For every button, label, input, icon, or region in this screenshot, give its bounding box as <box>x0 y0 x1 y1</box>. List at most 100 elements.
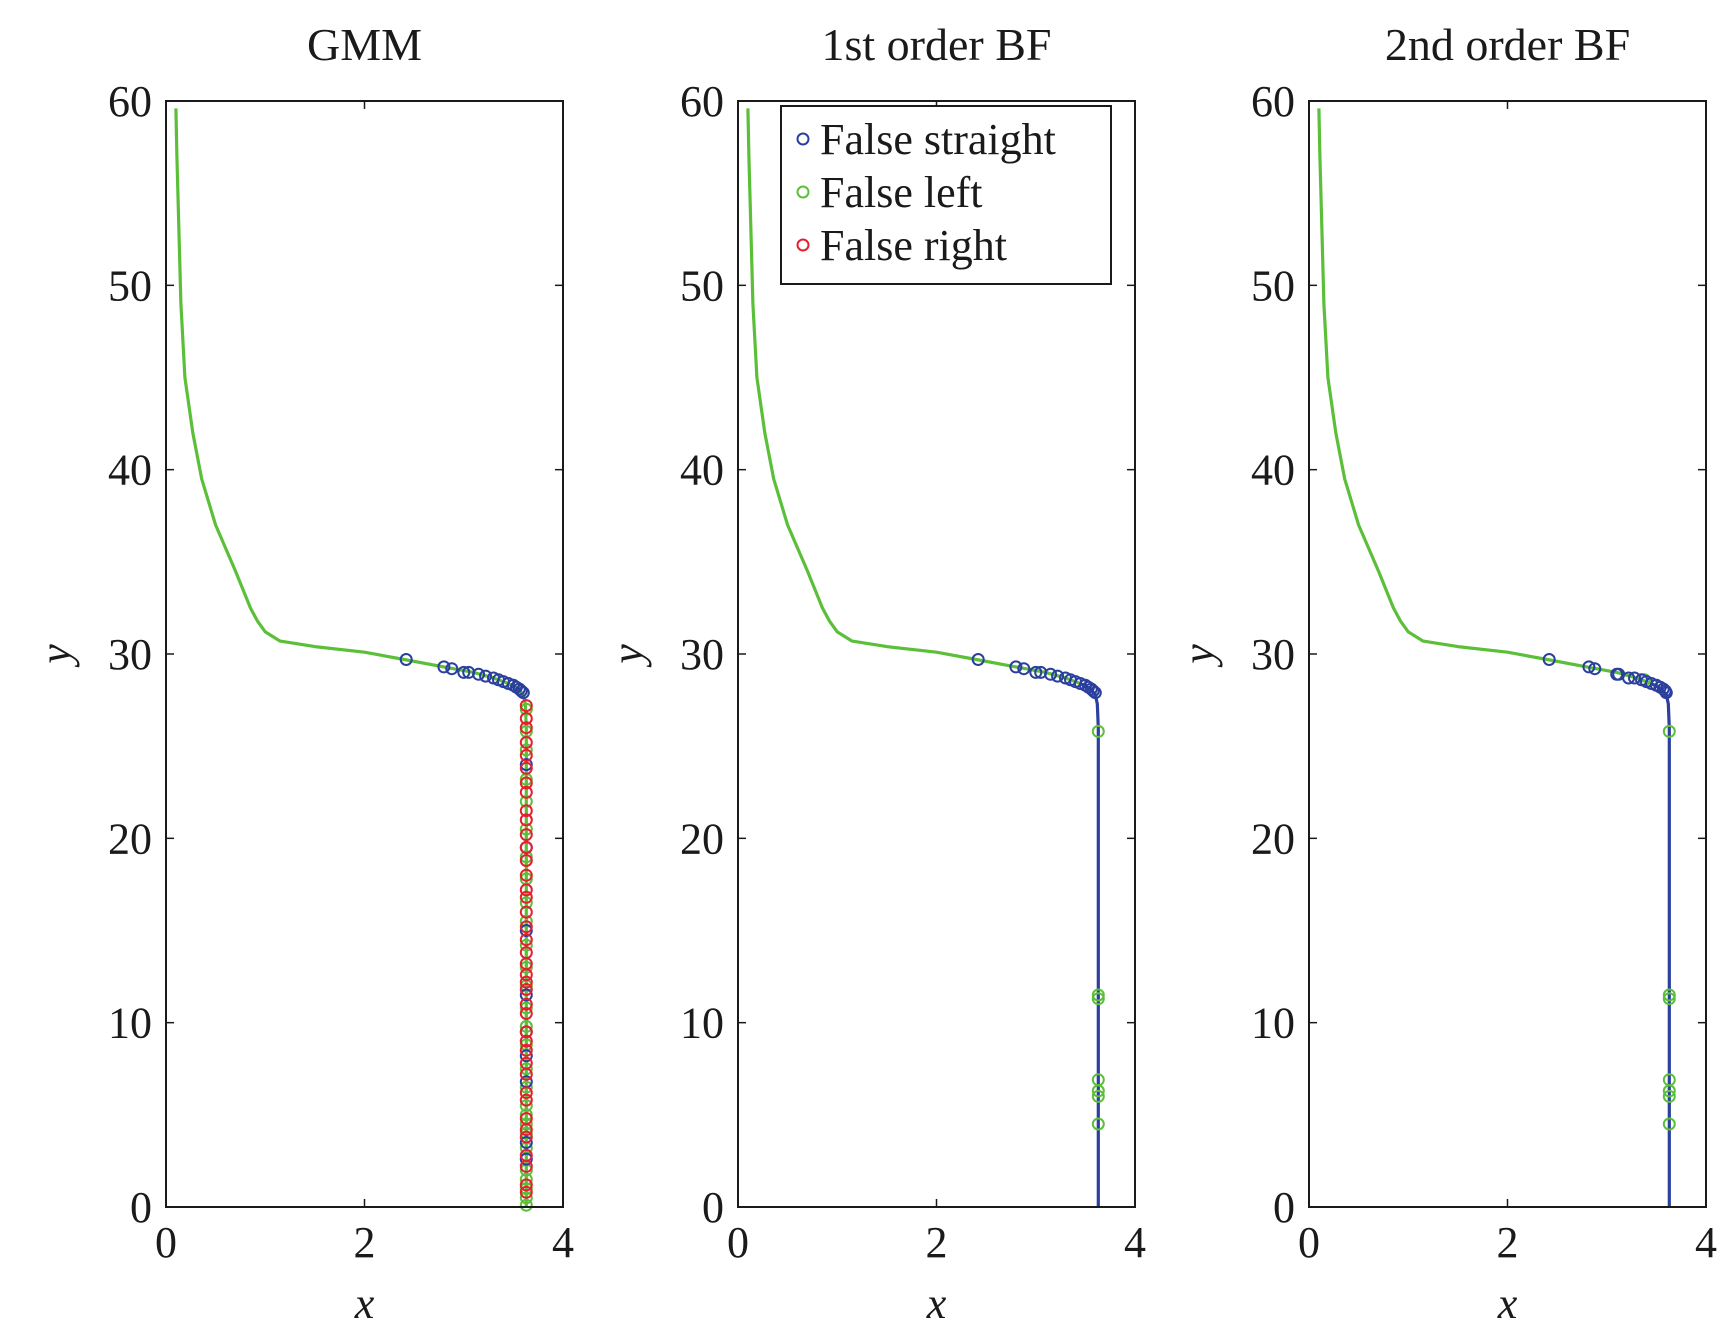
y-tick-label: 20 <box>1251 814 1295 863</box>
marker-false-right <box>519 841 533 854</box>
marker-false-left <box>519 850 533 864</box>
marker-false-left <box>519 1191 533 1205</box>
marker-false-right <box>519 975 533 989</box>
marker-false-straight <box>472 667 486 681</box>
marker-false-right <box>519 997 533 1011</box>
x-tick-label: 2 <box>354 1218 376 1267</box>
y-tick-label: 50 <box>680 261 724 310</box>
marker-false-right <box>519 828 533 842</box>
y-tick-label: 10 <box>108 999 152 1048</box>
markers <box>399 653 533 1212</box>
marker-false-straight <box>512 682 526 696</box>
marker-false-right <box>519 736 533 749</box>
marker-false-straight <box>1029 665 1043 679</box>
marker-false-right <box>519 721 533 735</box>
marker-false-straight <box>1009 660 1023 674</box>
y-tick-label: 10 <box>680 999 724 1048</box>
legend-label: False right <box>820 221 1007 270</box>
marker-false-left <box>519 1117 533 1131</box>
marker-false-right <box>519 813 533 827</box>
markers <box>1542 653 1676 1131</box>
y-tick-label: 50 <box>1251 261 1295 310</box>
marker-false-left <box>519 896 533 910</box>
y-axis-label: y <box>31 644 80 668</box>
x-tick-label: 2 <box>1497 1218 1519 1267</box>
y-tick-label: 0 <box>1273 1183 1295 1232</box>
marker-false-right <box>519 933 533 947</box>
y-tick-label: 60 <box>680 77 724 126</box>
marker-false-straight <box>519 758 533 772</box>
marker-false-left <box>1091 1084 1105 1098</box>
marker-false-straight <box>519 1049 533 1063</box>
marker-false-left <box>519 914 533 928</box>
y-axis-label: y <box>603 644 652 668</box>
panel-2: 1st order BF 0 10 20 30 40 50 60 0 2 4 x y <box>603 19 1146 1328</box>
marker-false-right <box>519 1093 533 1107</box>
marker-false-right <box>519 776 533 790</box>
marker-false-straight <box>519 1136 533 1149</box>
panel-1: GMM 0 10 20 30 40 50 60 0 2 4 x y <box>31 19 574 1328</box>
legend-label: False left <box>820 168 983 217</box>
marker-false-straight <box>1582 660 1596 674</box>
panel-title: 2nd order BF <box>1385 19 1630 70</box>
marker-false-right <box>519 761 533 775</box>
y-tick-label: 60 <box>108 77 152 126</box>
plot-frame <box>1308 100 1707 1208</box>
y-tick-label: 0 <box>702 1183 724 1232</box>
marker-false-straight <box>479 669 493 683</box>
marker-false-straight <box>1086 684 1100 698</box>
marker-false-left <box>1662 1117 1676 1131</box>
marker-false-left <box>1662 992 1676 1006</box>
marker-false-straight <box>1542 653 1556 666</box>
marker-false-left <box>519 938 533 952</box>
y-tick-label: 10 <box>1251 999 1295 1048</box>
marker-false-left <box>519 1099 533 1113</box>
trajectory-line-upper <box>1317 108 1652 686</box>
marker-false-right <box>519 868 533 882</box>
panel-3: 2nd order BF 0 10 20 30 40 50 60 0 2 4 x y <box>1174 19 1717 1328</box>
marker-false-right <box>519 1130 533 1144</box>
y-tick-label: 30 <box>1251 630 1295 679</box>
x-tick-label: 0 <box>155 1218 177 1267</box>
marker-false-left <box>519 1062 533 1076</box>
marker-false-right <box>519 1159 533 1173</box>
x-tick-label: 4 <box>1124 1218 1146 1267</box>
marker-false-left <box>1662 724 1676 738</box>
y-tick-label: 30 <box>108 630 152 679</box>
marker-false-straight <box>1088 686 1102 700</box>
marker-false-right <box>519 804 533 818</box>
marker-false-straight <box>445 662 459 676</box>
y-tick-label: 40 <box>1251 446 1295 495</box>
marker-false-right <box>519 1185 533 1199</box>
marker-false-straight <box>1017 662 1031 676</box>
marker-false-right <box>519 1025 533 1039</box>
marker-false-left <box>519 1198 533 1212</box>
marker-false-right <box>519 983 533 996</box>
trajectory-line <box>174 108 528 1207</box>
marker-false-left <box>519 1182 533 1196</box>
marker-false-straight <box>457 665 471 679</box>
marker-false-left <box>1091 1117 1105 1131</box>
legend-marker-false-straight <box>796 132 810 146</box>
marker-false-left <box>1662 988 1676 1002</box>
marker-false-straight <box>514 684 528 698</box>
y-tick-label: 30 <box>680 630 724 679</box>
legend-label: False straight <box>820 115 1056 164</box>
marker-false-straight <box>1044 667 1058 681</box>
marker-false-straight <box>1084 682 1098 696</box>
marker-false-straight <box>1588 662 1602 676</box>
marker-false-right <box>519 1007 533 1020</box>
marker-false-right <box>519 968 533 982</box>
marker-false-right <box>519 1034 533 1048</box>
marker-false-right <box>519 854 533 867</box>
panel-title: 1st order BF <box>822 19 1052 70</box>
marker-false-straight <box>971 653 985 666</box>
marker-false-straight <box>437 660 451 674</box>
marker-false-straight <box>399 653 413 666</box>
marker-false-left <box>519 795 533 808</box>
marker-false-left <box>519 1126 533 1140</box>
marker-false-straight <box>1656 682 1670 696</box>
panel-title: GMM <box>307 19 422 70</box>
marker-false-right <box>519 905 533 919</box>
marker-false-left <box>519 1001 533 1015</box>
